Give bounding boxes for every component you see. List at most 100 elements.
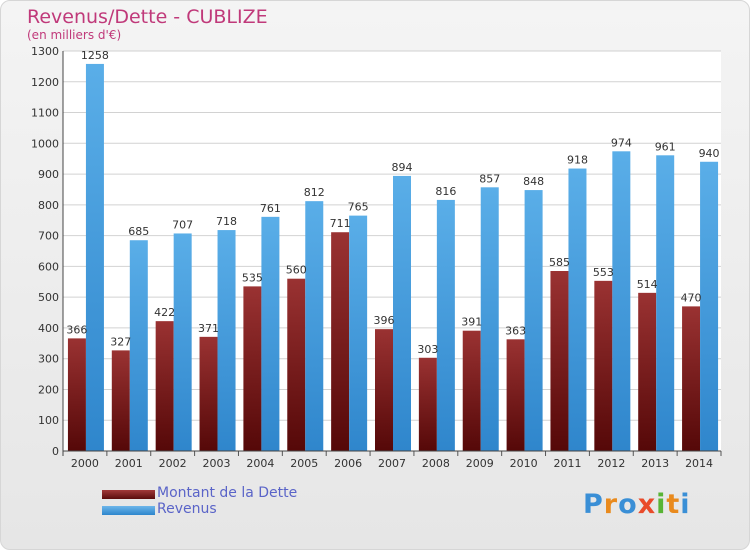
bars (67, 63, 719, 452)
bar-revenus-2006 (349, 215, 368, 451)
axes: 0 100 200 300 400 500 600 700 800 900 1000 1100 1200… (31, 45, 722, 470)
x-tick-label-2011: 2011 (553, 457, 581, 470)
bar-dette-2000 (67, 338, 86, 451)
logo-letter: i (680, 489, 691, 520)
logo-letter: t (666, 489, 681, 520)
data-label-revenus-2005: 812 (304, 186, 325, 199)
data-label-dette-2004: 535 (242, 271, 263, 284)
bar-dette-2007 (375, 329, 393, 451)
bar-revenus-2009 (480, 187, 499, 452)
chart-title: Revenus/Dette - CUBLIZE (27, 6, 268, 28)
bar-dette-2003 (199, 336, 218, 451)
data-label-revenus-2003: 718 (216, 215, 237, 228)
y-tick-label: 200 (38, 383, 59, 396)
x-tick-label-2014: 2014 (685, 457, 713, 470)
x-tick-label-2003: 2003 (203, 457, 231, 470)
logo-letter: o (618, 489, 638, 520)
bar-revenus-2012 (612, 151, 631, 452)
x-tick-label-2013: 2013 (641, 457, 669, 470)
bar-revenus-2007 (393, 175, 411, 451)
data-label-revenus-2008: 816 (435, 185, 456, 198)
legend-swatch-revenus (102, 506, 155, 515)
data-label-revenus-2014: 940 (699, 147, 720, 160)
bar-dette-2012 (594, 280, 613, 451)
bar-revenus-2008 (436, 199, 455, 451)
bar-revenus-2014 (700, 161, 719, 451)
data-label-revenus-2002: 707 (172, 218, 193, 231)
bar-dette-2011 (550, 271, 569, 451)
x-tick-label-2005: 2005 (290, 457, 318, 470)
bar-revenus-2004 (261, 216, 280, 451)
data-label-revenus-2007: 894 (392, 161, 413, 174)
data-label-dette-2005: 560 (286, 264, 307, 277)
bar-revenus-2002 (173, 233, 192, 451)
bar-dette-2001 (111, 350, 130, 451)
x-tick-label-2001: 2001 (115, 457, 143, 470)
data-label-dette-2002: 422 (154, 306, 175, 319)
y-tick-label: 600 (38, 260, 59, 273)
y-tick-label: 800 (38, 199, 59, 212)
bar-revenus-2005 (305, 201, 324, 451)
legend-swatch-dette (102, 490, 155, 499)
bar-dette-2013 (638, 292, 657, 451)
data-label-revenus-2004: 761 (260, 202, 281, 215)
x-tick-label-2008: 2008 (422, 457, 450, 470)
bar-dette-2014 (682, 306, 701, 451)
y-tick-label: 300 (38, 353, 59, 366)
data-label-dette-2006: 711 (330, 217, 351, 230)
bar-dette-2008 (418, 357, 437, 451)
data-label-revenus-2000: 1258 (81, 49, 109, 62)
bar-revenus-2000 (85, 63, 104, 452)
x-tick-label-2007: 2007 (378, 457, 406, 470)
data-label-revenus-2006: 765 (348, 201, 369, 214)
data-label-revenus-2013: 961 (655, 140, 676, 153)
chart-subtitle: (en milliers d'€) (27, 28, 122, 42)
logo-letter: i (656, 489, 667, 520)
proxiti-logo: Proxiti (583, 489, 691, 520)
data-label-dette-2003: 371 (198, 322, 219, 335)
bar-dette-2009 (462, 330, 481, 451)
y-tick-label: 0 (52, 445, 59, 458)
data-label-revenus-2009: 857 (479, 172, 500, 185)
x-tick-label-2000: 2000 (71, 457, 99, 470)
logo-letter: P (583, 489, 604, 520)
x-tick-label-2010: 2010 (510, 457, 538, 470)
y-tick-label: 700 (38, 230, 59, 243)
data-label-revenus-2011: 918 (567, 154, 588, 167)
data-label-dette-2001: 327 (110, 335, 131, 348)
bar-dette-2002 (155, 321, 174, 451)
x-tick-label-2009: 2009 (466, 457, 494, 470)
bar-revenus-2001 (129, 240, 148, 451)
data-label-revenus-2001: 685 (128, 225, 149, 238)
bar-revenus-2010 (524, 190, 543, 452)
logo-letter: r (603, 489, 619, 520)
x-tick-label-2006: 2006 (334, 457, 362, 470)
data-label-revenus-2012: 974 (611, 136, 632, 149)
bar-revenus-2011 (568, 168, 587, 452)
y-tick-label: 900 (38, 168, 59, 181)
bar-revenus-2013 (656, 155, 675, 452)
legend-label-dette: Montant de la Dette (157, 485, 298, 501)
data-label-dette-2011: 585 (549, 256, 570, 269)
data-label-dette-2012: 553 (593, 266, 614, 279)
data-label-dette-2010: 363 (505, 324, 526, 337)
data-label-dette-2008: 303 (417, 343, 438, 356)
bar-dette-2006 (331, 232, 350, 451)
bar-revenus-2003 (217, 230, 236, 451)
x-tick-label-2004: 2004 (246, 457, 274, 470)
data-label-dette-2009: 391 (461, 316, 482, 329)
x-tick-label-2002: 2002 (159, 457, 187, 470)
y-tick-label: 1300 (31, 45, 59, 58)
data-label-dette-2007: 396 (374, 314, 395, 327)
y-tick-label: 1100 (31, 107, 59, 120)
data-label-dette-2013: 514 (637, 278, 658, 291)
y-tick-label: 500 (38, 291, 59, 304)
y-tick-label: 400 (38, 322, 59, 335)
data-label-dette-2000: 366 (66, 323, 87, 336)
legend-label-revenus: Revenus (157, 501, 217, 517)
y-tick-label: 1200 (31, 76, 59, 89)
logo-letter: x (637, 489, 657, 520)
data-label-dette-2014: 470 (681, 291, 702, 304)
